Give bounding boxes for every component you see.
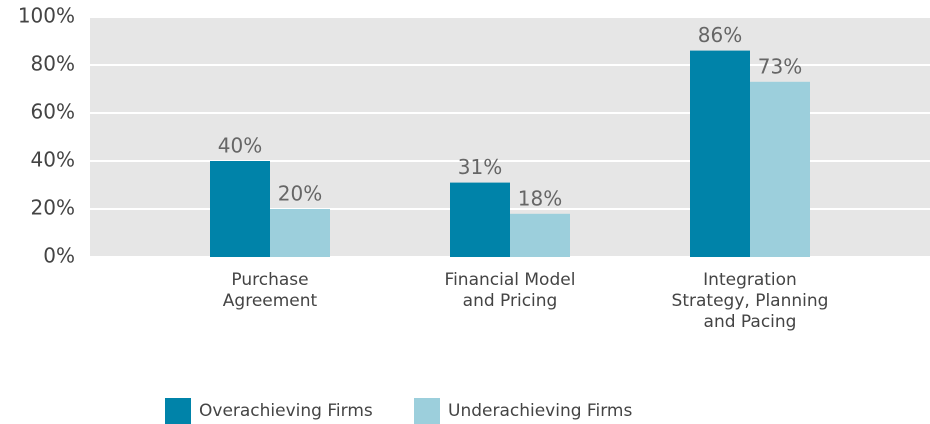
value-label: 20% [278,182,322,206]
value-label: 31% [458,155,502,179]
value-label: 73% [758,54,802,78]
bar [690,50,750,257]
bar [750,81,810,257]
legend-swatch [165,398,191,424]
value-label: 40% [218,134,262,158]
x-tick-label: Integration Strategy, Planning and Pacing [672,270,829,332]
value-label: 18% [518,186,562,210]
y-tick-label: 60% [31,100,75,124]
y-tick-label: 100% [18,4,75,28]
x-tick-label: Financial Model and Pricing [445,270,576,311]
x-tick-label: Purchase Agreement [223,270,318,311]
y-tick-label: 40% [31,148,75,172]
y-tick-label: 80% [31,52,75,76]
legend-swatch [414,398,440,424]
value-label: 86% [698,23,742,47]
bar [270,209,330,257]
legend-label: Overachieving Firms [199,401,373,421]
bar [450,182,510,257]
y-tick-label: 20% [31,196,75,220]
bar [510,213,570,257]
legend-label: Underachieving Firms [448,401,632,421]
bar [210,161,270,257]
y-tick-label: 0% [43,244,75,268]
